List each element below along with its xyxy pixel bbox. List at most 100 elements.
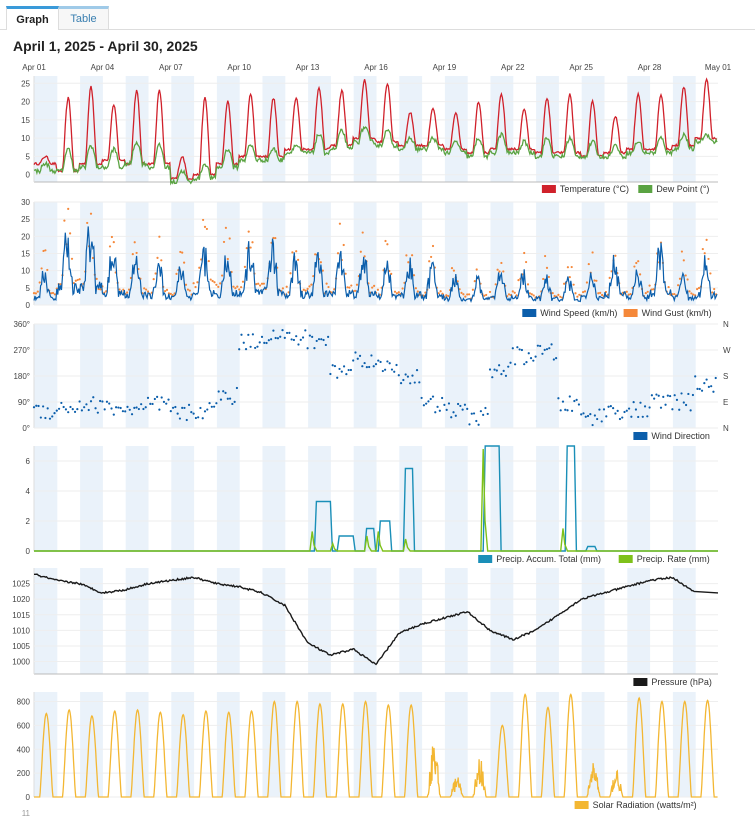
wind-gust-point	[460, 291, 463, 294]
wind-gust-point	[705, 238, 708, 241]
wind-direction-point	[561, 400, 565, 403]
wind-direction-point	[393, 370, 396, 373]
wind-direction-point	[472, 412, 476, 415]
wind-gust-point	[289, 272, 292, 275]
wind-gust-point	[354, 289, 357, 292]
wind-gust-point	[203, 225, 207, 228]
wind-direction-point	[589, 412, 592, 416]
wind-direction-point	[525, 361, 528, 364]
wind-gust-point	[232, 285, 235, 288]
wind-direction-point	[64, 408, 68, 411]
wind-direction-point	[475, 419, 478, 423]
wind-gust-point	[464, 295, 467, 298]
wind_direction-legend: Wind Direction	[633, 431, 710, 441]
wind-direction-point	[511, 347, 514, 350]
wind-direction-point	[434, 411, 437, 414]
wind-gust-point	[247, 230, 250, 233]
y-tick-label: 0°	[22, 424, 30, 433]
wind-direction-point	[103, 408, 106, 411]
wind-gust-point	[707, 257, 710, 261]
wind-gust-point	[393, 290, 397, 293]
wind-direction-point	[347, 368, 350, 372]
wind-direction-point	[306, 347, 309, 350]
wind-direction-point	[691, 393, 695, 397]
weekend-band	[80, 568, 103, 674]
weekend-band	[308, 76, 331, 182]
legend-label: Dew Point (°)	[656, 184, 709, 194]
wind-gust-point	[585, 281, 589, 284]
wind-direction-point	[94, 407, 97, 410]
wind-gust-point	[42, 249, 45, 253]
wind-gust-point	[445, 294, 448, 297]
wind-direction-point	[167, 398, 170, 401]
wind-direction-point	[429, 397, 432, 401]
wind-gust-point	[414, 287, 417, 290]
wind-gust-point	[597, 292, 600, 295]
tab-graph[interactable]: Graph	[6, 6, 59, 30]
wind-direction-point	[616, 409, 619, 412]
weekend-band	[80, 692, 103, 797]
wind-gust-point	[143, 287, 146, 290]
x-tick-label: Apr 10	[227, 63, 251, 72]
wind-direction-point	[566, 409, 569, 412]
wind-gust-point	[395, 292, 398, 295]
wind-direction-point	[42, 405, 45, 408]
wind-direction-point	[673, 394, 676, 397]
wind-direction-point	[482, 413, 485, 416]
weekend-band	[125, 446, 149, 551]
wind-direction-point	[550, 343, 553, 346]
tab-table[interactable]: Table	[59, 6, 109, 29]
wind-gust-point	[405, 254, 408, 257]
weekend-band	[353, 446, 377, 551]
wind-direction-point	[662, 395, 665, 398]
wind-direction-point	[418, 381, 421, 384]
wind-gust-point	[678, 277, 682, 280]
x-tick-label: Apr 13	[296, 63, 320, 72]
weekend-band	[262, 692, 286, 797]
wind-direction-point	[146, 396, 150, 399]
wind-gust-point	[202, 218, 205, 222]
wind-direction-point	[402, 378, 405, 382]
weekend-band	[490, 568, 514, 674]
wind-gust-point	[91, 256, 94, 260]
wind-direction-point	[71, 408, 74, 411]
wind-gust-point	[194, 285, 197, 289]
wind-gust-point	[249, 246, 252, 249]
wind-gust-point	[646, 290, 649, 293]
wind-direction-point	[55, 409, 58, 412]
wind-direction-point	[356, 357, 359, 360]
wind-gust-point	[224, 226, 227, 229]
weekend-band	[353, 76, 377, 182]
wind-direction-point	[397, 374, 400, 377]
wind-gust-point	[226, 257, 229, 261]
weekend-band	[216, 568, 240, 674]
wind-gust-point	[688, 290, 691, 293]
y-tick-label: 360°	[13, 320, 30, 329]
wind-gust-point	[89, 212, 93, 215]
wind-gust-point	[336, 252, 340, 255]
weekend-band	[80, 446, 103, 551]
wind-gust-point	[517, 279, 520, 282]
wind-direction-point	[190, 410, 193, 414]
wind-direction-point	[536, 344, 539, 347]
wind-gust-point	[684, 274, 687, 277]
wind-direction-point	[445, 408, 448, 411]
weekend-band	[399, 76, 423, 182]
wind-gust-point	[44, 249, 47, 252]
wind-direction-point	[634, 408, 638, 411]
x-tick-label: Apr 07	[159, 63, 183, 72]
y-tick-label: 25	[21, 79, 30, 88]
wind-gust-point	[652, 288, 655, 291]
weekend-band	[262, 446, 286, 551]
wind-gust-point	[473, 280, 476, 283]
wind-direction-point	[374, 363, 378, 366]
weekend-band	[627, 76, 651, 182]
weekend-band	[536, 76, 559, 182]
wind-direction-point	[153, 397, 156, 401]
wind-gust-point	[192, 282, 195, 285]
y-tick-label: 0	[26, 301, 31, 310]
wind-gust-point	[557, 293, 560, 297]
wind-gust-point	[126, 291, 129, 294]
wind-direction-point	[646, 415, 649, 418]
weekend-band	[171, 446, 195, 551]
